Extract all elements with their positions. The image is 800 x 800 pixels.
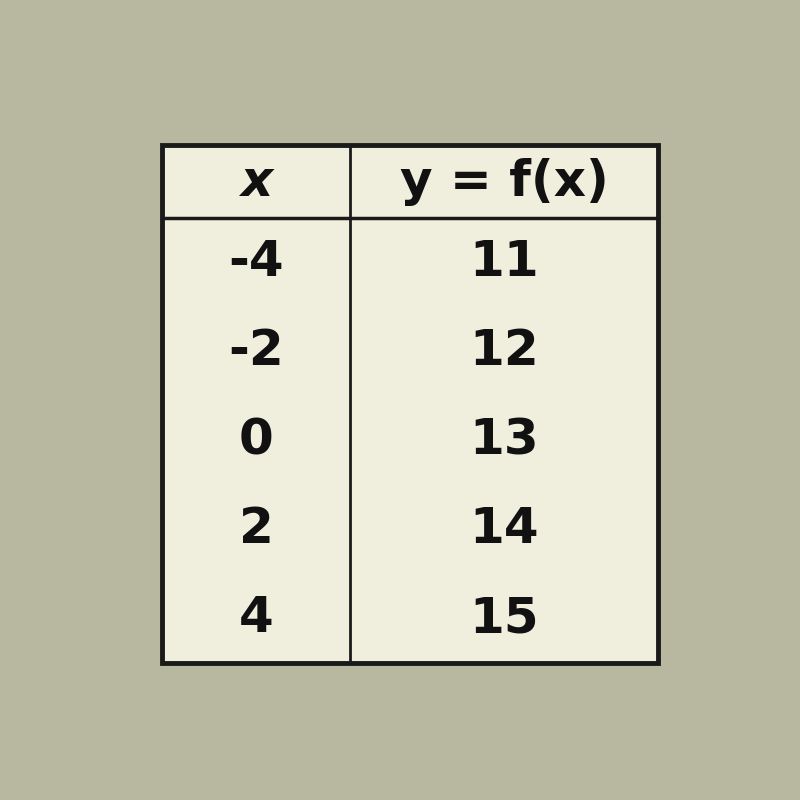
Text: 15: 15 <box>470 594 539 642</box>
Text: 4: 4 <box>239 594 274 642</box>
Text: 2: 2 <box>239 506 274 554</box>
Text: 11: 11 <box>470 238 539 286</box>
Text: x: x <box>240 158 272 206</box>
Bar <box>162 146 658 662</box>
Text: -4: -4 <box>229 238 284 286</box>
Text: 14: 14 <box>470 506 539 554</box>
Text: 13: 13 <box>470 416 539 464</box>
Text: -2: -2 <box>228 327 284 375</box>
Bar <box>162 146 658 662</box>
Text: 12: 12 <box>470 327 539 375</box>
Text: 0: 0 <box>239 416 274 464</box>
Text: y = f(x): y = f(x) <box>400 158 609 206</box>
